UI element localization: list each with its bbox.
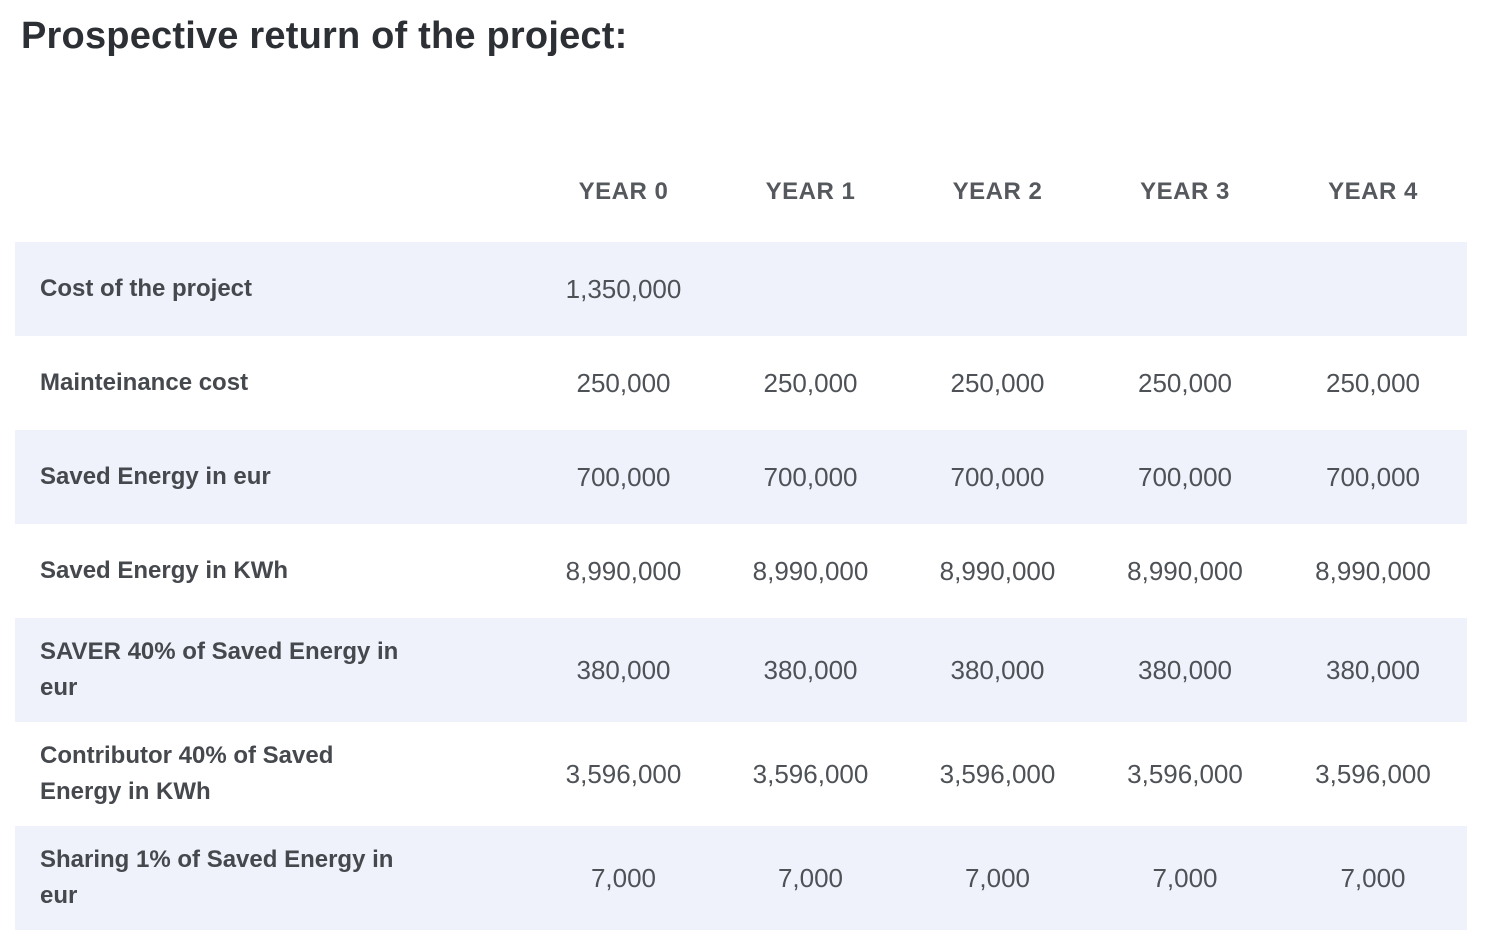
cell-value: 250,000 — [1138, 367, 1232, 398]
row-label: Saved Energy in KWh — [40, 557, 289, 584]
cell-value: 3,596,000 — [565, 758, 682, 789]
column-header-year-4: YEAR 4 — [1279, 58, 1467, 242]
cell-value: 380,000 — [950, 654, 1045, 685]
cell-value: 7,000 — [1152, 862, 1218, 893]
cell-value: 7,000 — [964, 862, 1031, 893]
table-row: Saved Energy in eur 700,000 700,000 700,000… — [15, 430, 1467, 524]
table-row: Cost of the project 1,350,000 — [15, 242, 1467, 336]
cell-value: 7,000 — [1340, 862, 1406, 893]
cell-value: 700,000 — [1138, 461, 1232, 492]
corner-cell — [15, 58, 530, 242]
cell-value — [1279, 242, 1467, 336]
column-header-year-0: YEAR 0 — [530, 58, 717, 242]
cell-value: 7,000 — [590, 862, 657, 893]
row-label: Sharing 1% of Saved Energy in eur — [40, 846, 394, 909]
cell-value: 380,000 — [576, 654, 671, 685]
cell-value: 8,990,000 — [939, 555, 1056, 586]
cell-value — [717, 242, 904, 336]
cell-value: 380,000 — [1138, 654, 1232, 685]
table-body: Cost of the project 1,350,000 Mainteinance… — [15, 242, 1467, 930]
cell-value: 700,000 — [950, 461, 1045, 492]
cell-value: 1,350,000 — [565, 273, 682, 304]
cell-value — [904, 242, 1091, 336]
cell-value: 8,990,000 — [565, 555, 682, 586]
table-row: Saved Energy in KWh 8,990,000 8,990,000 8,9… — [15, 524, 1467, 618]
cell-value: 3,596,000 — [1127, 758, 1243, 789]
cell-value: 8,990,000 — [752, 555, 869, 586]
table-row: SAVER 40% of Saved Energy in eur 380,000 3… — [15, 618, 1467, 722]
table-row: Mainteinance cost 250,000 250,000 250,000 25… — [15, 336, 1467, 430]
row-label: Mainteinance cost — [40, 369, 249, 396]
cell-value: 3,596,000 — [1315, 758, 1431, 789]
column-header-year-3: YEAR 3 — [1091, 58, 1279, 242]
cell-value: 7,000 — [777, 862, 844, 893]
row-label: SAVER 40% of Saved Energy in eur — [40, 638, 399, 701]
table-row: Sharing 1% of Saved Energy in eur 7,000 7,… — [15, 826, 1467, 930]
cell-value: 3,596,000 — [752, 758, 869, 789]
cell-value: 380,000 — [1326, 654, 1420, 685]
cell-value: 700,000 — [763, 461, 858, 492]
cell-value: 8,990,000 — [1315, 555, 1431, 586]
cell-value: 700,000 — [1326, 461, 1420, 492]
table-row: Contributor 40% of Saved Energy in KWh 3,… — [15, 722, 1467, 826]
page-title: Prospective return of the project: — [21, 15, 628, 57]
column-header-year-1: YEAR 1 — [717, 58, 904, 242]
column-header-year-2: YEAR 2 — [904, 58, 1091, 242]
cell-value: 3,596,000 — [939, 758, 1056, 789]
cell-value: 250,000 — [1326, 367, 1420, 398]
cell-value: 700,000 — [576, 461, 671, 492]
cell-value: 8,990,000 — [1127, 555, 1243, 586]
cell-value: 250,000 — [763, 367, 858, 398]
cell-value: 380,000 — [763, 654, 858, 685]
row-label: Cost of the project — [40, 275, 253, 302]
prospective-return-table: YEAR 0 YEAR 1 YEAR 2 YEAR 3 YEAR 4 Cost of t… — [15, 58, 1467, 930]
cell-value: 250,000 — [576, 367, 671, 398]
cell-value: 250,000 — [950, 367, 1045, 398]
cell-value — [1091, 242, 1279, 336]
row-label: Contributor 40% of Saved Energy in KWh — [40, 742, 334, 805]
header-row: YEAR 0 YEAR 1 YEAR 2 YEAR 3 YEAR 4 — [15, 58, 1467, 242]
row-label: Saved Energy in eur — [40, 463, 271, 490]
